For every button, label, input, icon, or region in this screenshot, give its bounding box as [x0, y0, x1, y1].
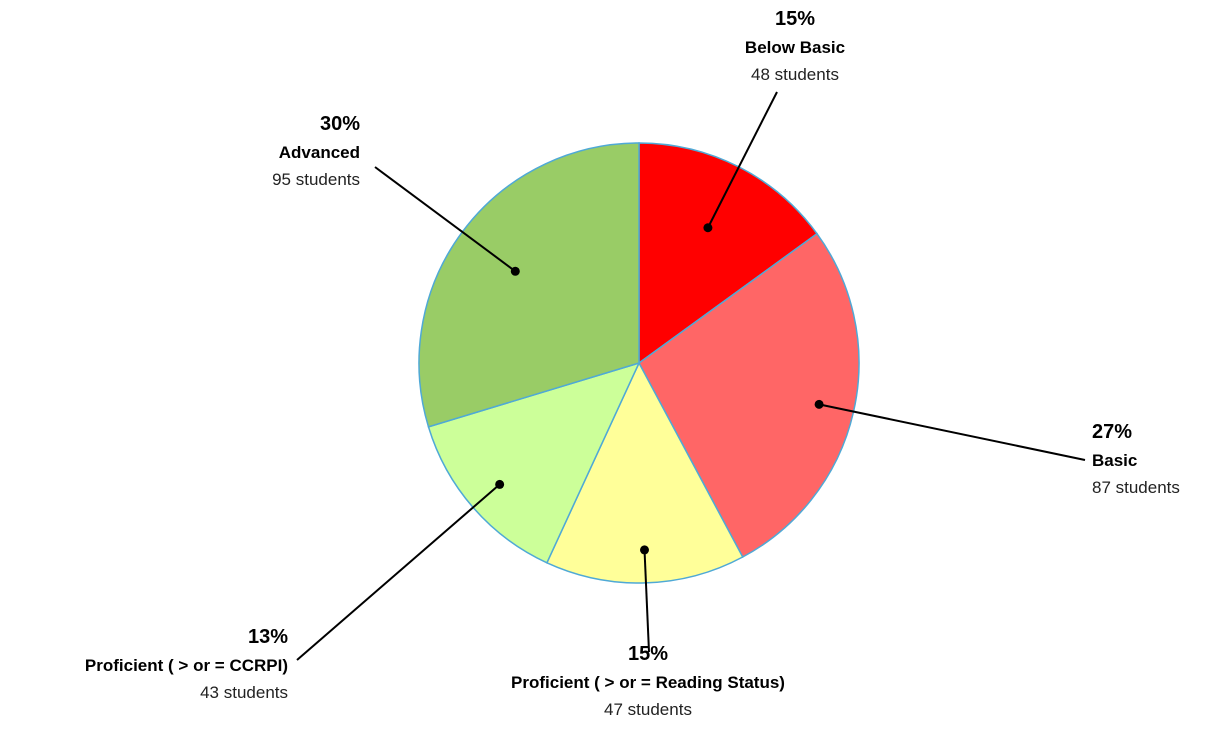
slice-percent-label: 15%: [628, 643, 668, 665]
leader-line-advanced: [374, 166, 516, 273]
slice-percent-label: 27%: [1092, 421, 1132, 443]
slice-count-label: 47 students: [604, 700, 692, 719]
leader-dot-below-basic: [703, 223, 713, 233]
leader-dot-basic: [814, 399, 824, 409]
slice-category-label: Proficient ( > or = CCRPI): [85, 656, 288, 675]
leader-line-proficient-or-reading-status: [643, 549, 650, 653]
slice-count-label: 43 students: [200, 683, 288, 702]
leader-line-below-basic: [707, 91, 778, 229]
slice-count-label: 87 students: [1092, 478, 1180, 497]
leader-line-basic: [818, 403, 1086, 461]
labels-layer: 15% Below Basic 48 students 27% Basic 87 stud…: [85, 8, 1180, 719]
leader-dot-advanced: [510, 266, 520, 276]
leader-line-proficient-or-ccrpi: [296, 483, 501, 661]
slice-category-label: Proficient ( > or = Reading Status): [511, 673, 785, 692]
leader-dot-proficient-or-reading-status: [640, 545, 650, 555]
leader-lines-layer: [296, 91, 1086, 661]
slice-count-label: 95 students: [272, 170, 360, 189]
slice-label-proficient-or-ccrpi: 13% Proficient ( > or = CCRPI) 43 students: [85, 626, 288, 702]
slice-label-basic: 27% Basic 87 students: [1092, 421, 1180, 497]
slice-label-proficient-or-reading-status: 15% Proficient ( > or = Reading Status) 47…: [511, 643, 785, 719]
slice-percent-label: 15%: [775, 8, 815, 30]
leader-dot-proficient-or-ccrpi: [495, 479, 505, 489]
slice-category-label: Basic: [1092, 451, 1137, 470]
slice-count-label: 48 students: [751, 65, 839, 84]
slice-label-below-basic: 15% Below Basic 48 students: [745, 8, 845, 84]
slices-layer: [418, 142, 860, 584]
slice-label-advanced: 30% Advanced 95 students: [272, 113, 360, 189]
slice-category-label: Advanced: [279, 143, 360, 162]
slice-category-label: Below Basic: [745, 38, 845, 57]
slice-percent-label: 30%: [320, 113, 360, 135]
slice-percent-label: 13%: [248, 626, 288, 648]
